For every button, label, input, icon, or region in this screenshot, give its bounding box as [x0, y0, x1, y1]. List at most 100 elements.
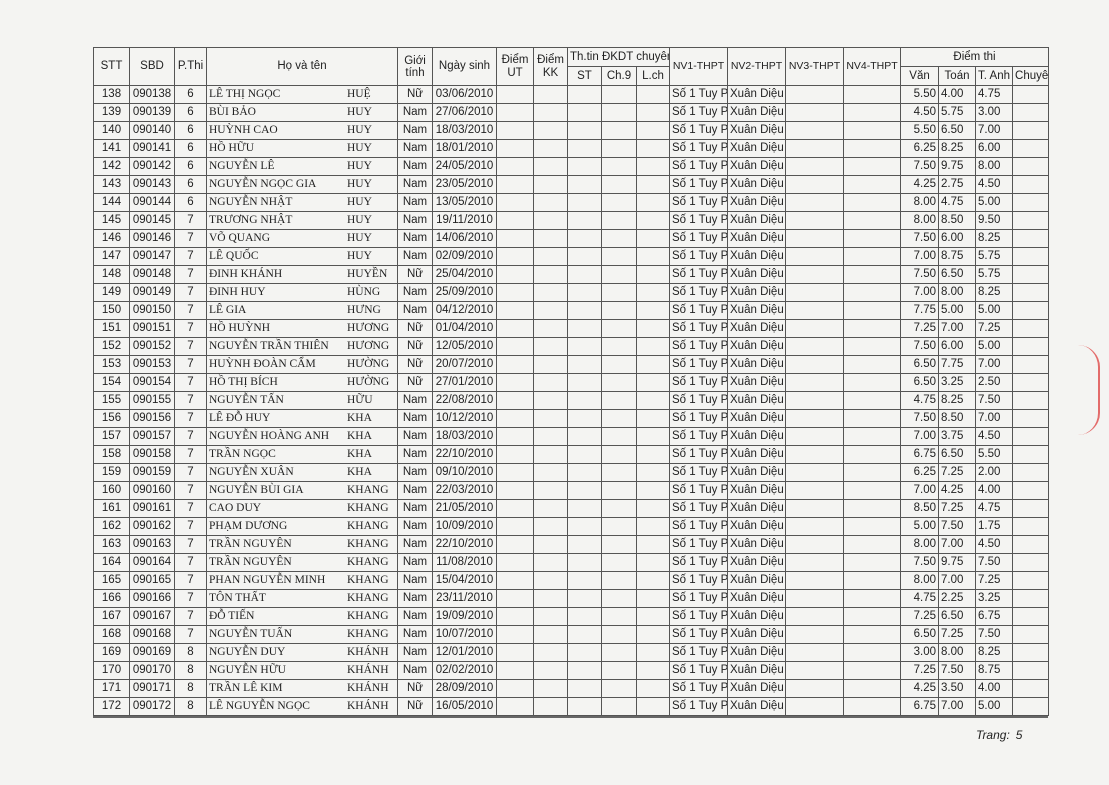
tanh-score-cell: 7.00: [975, 121, 1014, 140]
exam-room-cell: 7: [174, 229, 207, 248]
diem-ut-cell: [496, 661, 534, 680]
dob-cell: 04/12/2010: [432, 301, 497, 320]
exam-room-cell: 7: [174, 409, 207, 428]
ch9-cell: [601, 355, 637, 374]
nv2-cell: Xuân Diệu: [727, 553, 787, 572]
van-score-cell: 7.25: [900, 319, 940, 338]
given-name: HUY: [347, 160, 372, 172]
tanh-score-cell: 4.00: [975, 481, 1014, 500]
nv2-cell: Xuân Diệu: [727, 409, 787, 428]
header-name: Họ và tên: [206, 47, 398, 86]
nv4-cell: [843, 697, 902, 716]
given-name: HUY: [347, 232, 372, 244]
van-score-cell: 6.75: [900, 445, 940, 464]
diem-kk-cell: [533, 445, 568, 464]
gender-cell: Nam: [397, 445, 433, 464]
name-cell: LÊ ĐỖ HUY KHA: [206, 409, 398, 428]
sbd-cell: 090144: [129, 193, 175, 212]
nv4-cell: [843, 589, 902, 608]
diem-ut-cell: [496, 445, 534, 464]
nv1-cell: Số 1 Tuy Phước: [669, 211, 729, 230]
tanh-score-cell: 4.75: [975, 85, 1014, 104]
diem-kk-cell: [533, 193, 568, 212]
exam-room-cell: 8: [174, 643, 207, 662]
nv1-cell: Số 1 Tuy Phước: [669, 193, 729, 212]
dob-cell: 19/09/2010: [432, 607, 497, 626]
diem-ut-cell: [496, 517, 534, 536]
nv1-cell: Số 1 Tuy Phước: [669, 661, 729, 680]
chuyen-score-cell: [1012, 661, 1050, 680]
lch-cell: [635, 463, 671, 482]
table-row: 169 090169 8 NGUYỄN DUY KHÁNH Nam 12/01/2010 Số…: [93, 643, 1050, 662]
nv3-cell: [785, 409, 845, 428]
toan-score-cell: 6.00: [938, 337, 977, 356]
exam-room-cell: 7: [174, 553, 207, 572]
nv3-cell: [785, 265, 845, 284]
header-lch: L.ch: [635, 66, 671, 86]
diem-kk-cell: [533, 211, 568, 230]
st-cell: [567, 445, 602, 464]
nv3-cell: [785, 499, 845, 518]
exam-room-cell: 8: [174, 661, 207, 680]
nv1-cell: Số 1 Tuy Phước: [669, 265, 729, 284]
tanh-score-cell: 8.25: [975, 283, 1014, 302]
ch9-cell: [601, 571, 637, 590]
nv2-cell: Xuân Diệu: [727, 481, 787, 500]
van-score-cell: 7.00: [900, 283, 940, 302]
tanh-score-cell: 7.00: [975, 355, 1014, 374]
st-cell: [567, 121, 602, 140]
van-score-cell: 6.75: [900, 697, 940, 716]
exam-room-cell: 6: [174, 157, 207, 176]
exam-room-cell: 7: [174, 535, 207, 554]
st-cell: [567, 661, 602, 680]
sbd-cell: 090143: [129, 175, 175, 194]
dob-cell: 12/05/2010: [432, 337, 497, 356]
lch-cell: [635, 121, 671, 140]
st-cell: [567, 139, 602, 158]
diem-ut-cell: [496, 283, 534, 302]
nv2-cell: Xuân Diệu: [727, 427, 787, 446]
diem-kk-cell: [533, 229, 568, 248]
toan-score-cell: 8.50: [938, 211, 977, 230]
st-cell: [567, 211, 602, 230]
tanh-score-cell: 7.50: [975, 625, 1014, 644]
gender-cell: Nữ: [397, 319, 433, 338]
toan-score-cell: 8.50: [938, 409, 977, 428]
sbd-cell: 090138: [129, 85, 175, 104]
table-row: 146 090146 7 VÕ QUANG HUY Nam 14/06/2010 Số 1 T…: [93, 229, 1050, 248]
ch9-cell: [601, 373, 637, 392]
lch-cell: [635, 445, 671, 464]
sbd-cell: 090145: [129, 211, 175, 230]
tanh-score-cell: 5.50: [975, 445, 1014, 464]
name-cell: PHẠM DƯƠNG KHANG: [206, 517, 398, 536]
diem-ut-cell: [496, 679, 534, 698]
exam-room-cell: 7: [174, 337, 207, 356]
nv4-cell: [843, 445, 902, 464]
dob-cell: 14/06/2010: [432, 229, 497, 248]
tanh-score-cell: 4.75: [975, 499, 1014, 518]
toan-score-cell: 2.75: [938, 175, 977, 194]
stt-cell: 169: [93, 643, 130, 662]
diem-kk-cell: [533, 121, 568, 140]
toan-score-cell: 7.25: [938, 463, 977, 482]
gender-cell: Nam: [397, 211, 433, 230]
diem-kk-cell: [533, 643, 568, 662]
toan-score-cell: 5.00: [938, 301, 977, 320]
gender-cell: Nữ: [397, 265, 433, 284]
nv2-cell: Xuân Diệu: [727, 301, 787, 320]
name-cell: LÊ GIA HƯNG: [206, 301, 398, 320]
van-score-cell: 7.00: [900, 481, 940, 500]
family-name: PHẠM DƯƠNG: [209, 520, 288, 532]
nv2-cell: Xuân Diệu: [727, 175, 787, 194]
tanh-score-cell: 1.75: [975, 517, 1014, 536]
gender-cell: Nam: [397, 481, 433, 500]
tanh-score-cell: 7.50: [975, 553, 1014, 572]
family-name: TRƯƠNG NHẬT: [209, 214, 293, 226]
given-name: HÙNG: [347, 286, 381, 298]
name-cell: TÔN THẤT KHANG: [206, 589, 398, 608]
header-nv1: NV1-THPT: [669, 47, 729, 86]
table-row: 142 090142 6 NGUYỄN LÊ HUY Nam 24/05/2010 Số 1 …: [93, 157, 1050, 176]
diem-kk-cell: [533, 265, 568, 284]
diem-ut-cell: [496, 211, 534, 230]
nv2-cell: Xuân Diệu: [727, 283, 787, 302]
